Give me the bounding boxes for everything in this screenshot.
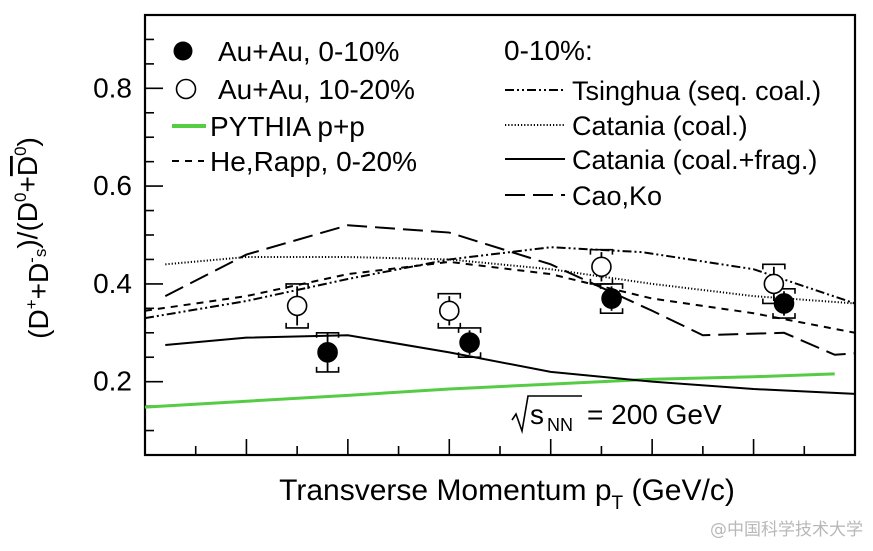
sys-bracket-top	[285, 283, 309, 289]
plot-area: 0.2 0.4 0.6 0.8	[93, 13, 857, 457]
sys-bracket-top	[762, 263, 786, 270]
y-tick-label: 0.2	[93, 366, 132, 397]
sys-bracket-top	[315, 331, 340, 338]
y-tick-label: 0.6	[93, 170, 132, 201]
y-axis-title-text: (D++D-s)/(D0+D0)	[11, 137, 54, 339]
curve-caoko	[164, 224, 856, 356]
point-auau1020	[438, 300, 460, 322]
sys-bracket-bottom	[762, 298, 786, 305]
curve-catania_c	[165, 256, 856, 305]
point-auau1020	[591, 256, 612, 278]
sqrt-s-label: s	[530, 399, 544, 430]
x-axis-label: Transverse Momentum pT (GeV/c)	[279, 474, 735, 514]
sys-bracket-bottom	[457, 352, 482, 359]
sys-bracket-bottom	[437, 322, 462, 329]
point-auau1020	[763, 273, 785, 295]
curve-herapp	[144, 260, 856, 334]
sys-bracket-bottom	[315, 366, 340, 373]
legend-label-herapp: He,Rapp, 0-20%	[210, 146, 417, 177]
legend-label-pythia: PYTHIA p+p	[210, 111, 365, 142]
sys-bracket-bottom	[589, 278, 614, 285]
data-points	[285, 248, 796, 373]
point-auau010	[601, 288, 622, 309]
y-tick-label: 0.8	[93, 72, 132, 103]
curve-pythia	[144, 372, 835, 409]
point-auau010	[459, 332, 480, 353]
sys-bracket-top	[437, 292, 462, 299]
legend-label-auau1020: Au+Au, 10-20%	[218, 74, 415, 105]
legend-label-catania_cf: Catania (coal.+frag.)	[572, 145, 817, 175]
legend-label-catania_c: Catania (coal.)	[572, 111, 748, 141]
curve-tsinghua	[144, 246, 856, 320]
legend-label-caoko: Cao,Ko	[572, 181, 662, 211]
y-axis-title: (D++D-s)/(D0+D0)	[11, 137, 54, 339]
legend-label-tsinghua: Tsinghua (seq. coal.)	[572, 76, 821, 106]
sys-bracket-bottom	[599, 308, 624, 315]
energy-annotation: s NN = 200 GeV	[511, 395, 722, 435]
sys-bracket-top	[457, 327, 482, 333]
sys-bracket-bottom	[772, 313, 796, 319]
watermark: @中国科学技术大学	[710, 520, 863, 540]
curve-catania_cf	[165, 334, 856, 395]
y-tick-label: 0.4	[93, 268, 132, 299]
point-auau1020	[286, 295, 308, 317]
energy-value: = 200 GeV	[587, 399, 722, 430]
legend-marker-open	[175, 78, 197, 100]
sqrt-s-subscript: NN	[547, 415, 573, 435]
sqrt-symbol	[511, 395, 582, 435]
sys-bracket-bottom	[285, 322, 309, 329]
model-curves	[144, 224, 856, 409]
legend-right-title: 0-10%:	[504, 35, 593, 66]
legend-label-auau010: Au+Au, 0-10%	[218, 36, 399, 67]
legend: Au+Au, 0-10% Au+Au, 10-20% PYTHIA p+p He,Ra…	[172, 35, 821, 211]
sys-bracket-top	[589, 248, 614, 255]
legend-marker-filled	[173, 41, 193, 61]
point-auau010	[317, 342, 338, 363]
